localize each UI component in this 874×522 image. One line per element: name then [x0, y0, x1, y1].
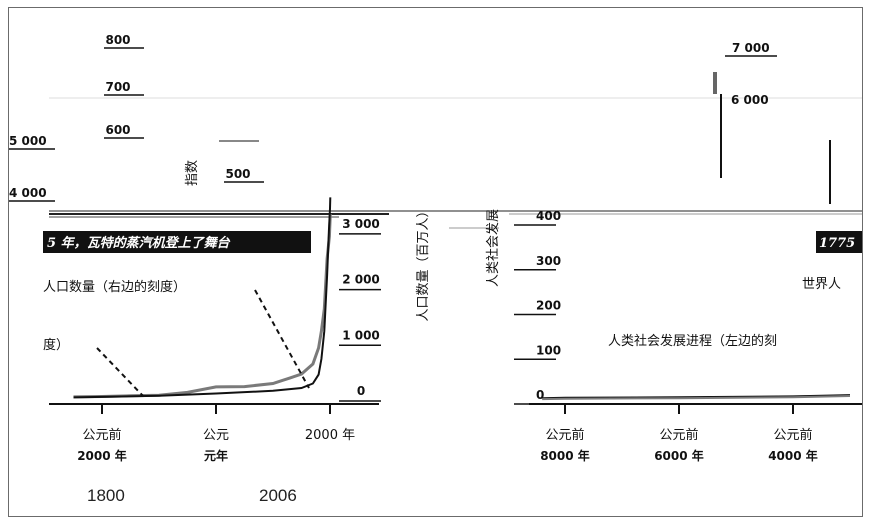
- banner-text: 5 年，瓦特的蒸汽机登上了舞台: [47, 235, 231, 251]
- index-tick-label: 500: [225, 167, 250, 181]
- x-tick-label: 公元: [203, 428, 229, 443]
- annotation-leader: [254, 289, 310, 389]
- annotation-population: 人口数量（右边的刻度）: [43, 279, 186, 295]
- partial-tick-label: 5 000: [9, 134, 47, 148]
- banner-text: 1775: [819, 236, 855, 251]
- development-tick-label: 400: [536, 209, 561, 223]
- index-tick-label: 800: [105, 33, 130, 47]
- annotation-leader: [96, 347, 144, 397]
- annotation-development: 人类社会发展进程（左边的刻: [608, 333, 777, 349]
- development-tick-label: 0: [536, 388, 544, 402]
- development-index-line: [73, 197, 332, 399]
- figure-frame: 800 700 600 500 5 000 4 000 指数公元前 2000 年 公元元年 200…: [8, 7, 863, 517]
- x-tick-label: 元年: [204, 448, 228, 463]
- x-tick-label: 2000 年: [77, 448, 127, 463]
- development-tick-label: 300: [536, 254, 561, 268]
- x-tick-label: 6000 年: [654, 448, 704, 463]
- index-axis-label: 指数: [185, 160, 200, 186]
- x-tick-label: 4000 年: [768, 448, 818, 463]
- top-tick-label: 7 000: [732, 41, 770, 55]
- index-tick-label: 700: [105, 80, 130, 94]
- development-tick-label: 200: [536, 299, 561, 313]
- population-tick-label: 3 000: [342, 217, 380, 231]
- x-tick-label: 公元前: [659, 427, 698, 443]
- page-edge: [49, 8, 862, 12]
- population-line: [542, 395, 851, 401]
- annotation-index: 度）: [43, 337, 69, 353]
- annotation-population: 世界人: [802, 277, 841, 292]
- footer-year-2006: 2006: [259, 486, 297, 505]
- population-tick-label: 0: [357, 384, 365, 398]
- x-tick-label: 2000 年: [305, 428, 355, 443]
- banner-background: [43, 231, 311, 253]
- development-axis-label: 人类社会发展: [485, 209, 501, 287]
- population-tick-label: 2 000: [342, 273, 380, 287]
- development-tick-label: 100: [536, 343, 561, 357]
- population-axis-label: 人口数量（百万人）: [416, 204, 431, 321]
- x-tick-label: 公元前: [82, 427, 121, 443]
- population-tick-label: 1 000: [342, 328, 380, 342]
- scan-artifacts: [49, 8, 862, 229]
- partial-tick-label: 4 000: [9, 186, 47, 200]
- banner-background: [816, 231, 862, 253]
- index-tick-label: 600: [105, 123, 130, 137]
- x-tick-label: 公元前: [545, 427, 584, 443]
- top-tick-label: 6 000: [731, 93, 769, 107]
- footer-year-1800: 1800: [87, 486, 125, 505]
- x-tick-label: 公元前: [773, 427, 812, 443]
- x-tick-label: 8000 年: [540, 448, 590, 463]
